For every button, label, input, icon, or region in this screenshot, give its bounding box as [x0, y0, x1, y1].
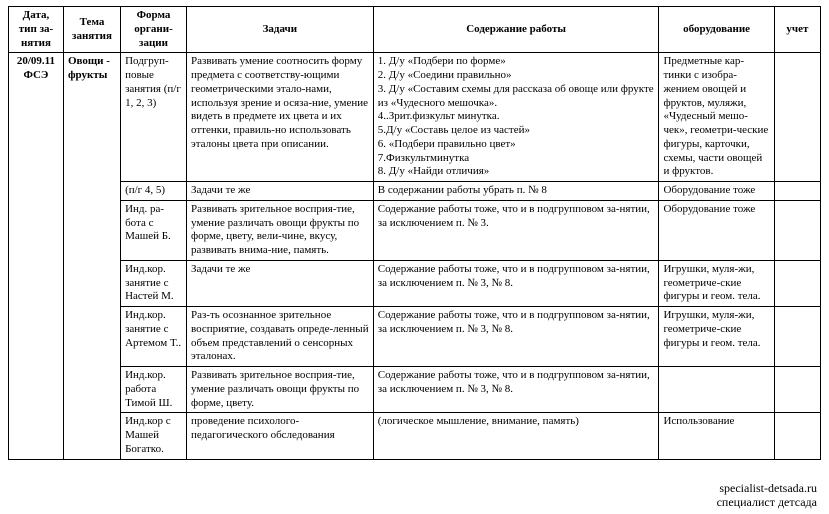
col-content: Содержание работы: [373, 7, 659, 53]
cell-content: Содержание работы тоже, что и в подгрупп…: [373, 200, 659, 260]
cell-tasks: Задачи те же: [186, 182, 373, 201]
watermark-line1: specialist-detsada.ru: [717, 482, 817, 496]
cell-content: Содержание работы тоже, что и в подгрупп…: [373, 260, 659, 306]
watermark-line2: специалист детсада: [717, 496, 817, 510]
cell-tasks: Развивать зрительное восприя-тие, умение…: [186, 200, 373, 260]
cell-equipment: Предметные кар-тинки с изобра-жением ово…: [659, 53, 774, 182]
cell-equipment: Игрушки, муля-жи, геометриче-ские фигуры…: [659, 307, 774, 367]
table-row: Инд.кор. занятие с Артемом Т.. Раз-ть ос…: [9, 307, 821, 367]
col-date: Дата, тип за-нятия: [9, 7, 64, 53]
table-row: Инд. ра-бота с Машей Б. Развивать зрител…: [9, 200, 821, 260]
table-row: 20/09.11 ФСЭ Овощи - фрукты Подгруп-повы…: [9, 53, 821, 182]
col-topic: Тема занятия: [63, 7, 120, 53]
table-row: Инд.кор. занятие с Настей М. Задачи те ж…: [9, 260, 821, 306]
lesson-plan-table: Дата, тип за-нятия Тема занятия Форма ор…: [8, 6, 821, 460]
cell-content: Содержание работы тоже, что и в подгрупп…: [373, 307, 659, 367]
cell-record: [774, 260, 820, 306]
cell-record: [774, 182, 820, 201]
cell-record: [774, 367, 820, 413]
cell-form: Инд. ра-бота с Машей Б.: [121, 200, 187, 260]
col-tasks: Задачи: [186, 7, 373, 53]
cell-form: Инд.кор. работа Тимой Ш.: [121, 367, 187, 413]
cell-form: Инд.кор с Машей Богатко.: [121, 413, 187, 459]
table-header-row: Дата, тип за-нятия Тема занятия Форма ор…: [9, 7, 821, 53]
cell-form: Подгруп-повые занятия (п/г 1, 2, 3): [121, 53, 187, 182]
col-form: Форма органи-зации: [121, 7, 187, 53]
cell-equipment: Оборудование тоже: [659, 200, 774, 260]
cell-record: [774, 307, 820, 367]
cell-equipment: Оборудование тоже: [659, 182, 774, 201]
cell-tasks: Развивать умение соотносить форму предме…: [186, 53, 373, 182]
cell-tasks: Развивать зрительное восприя-тие, умение…: [186, 367, 373, 413]
cell-form: (п/г 4, 5): [121, 182, 187, 201]
cell-record: [774, 413, 820, 459]
watermark: specialist-detsada.ru специалист детсада: [715, 482, 819, 510]
cell-content: 1. Д/у «Подбери по форме»2. Д/у «Соедини…: [373, 53, 659, 182]
cell-equipment: Использование: [659, 413, 774, 459]
cell-equipment: Игрушки, муля-жи, геометриче-ские фигуры…: [659, 260, 774, 306]
cell-tasks: Раз-ть осознанное зрительное восприятие,…: [186, 307, 373, 367]
cell-equipment: [659, 367, 774, 413]
col-equipment: оборудование: [659, 7, 774, 53]
table-row: Инд.кор с Машей Богатко. проведение псих…: [9, 413, 821, 459]
cell-form: Инд.кор. занятие с Артемом Т..: [121, 307, 187, 367]
cell-form: Инд.кор. занятие с Настей М.: [121, 260, 187, 306]
table-row: Инд.кор. работа Тимой Ш. Развивать зрите…: [9, 367, 821, 413]
cell-content: (логическое мышление, внимание, память): [373, 413, 659, 459]
cell-tasks: Задачи те же: [186, 260, 373, 306]
cell-tasks: проведение психолого-педагогического обс…: [186, 413, 373, 459]
table-row: (п/г 4, 5) Задачи те же В содержании раб…: [9, 182, 821, 201]
cell-content: Содержание работы тоже, что и в подгрупп…: [373, 367, 659, 413]
cell-topic: Овощи - фрукты: [63, 53, 120, 459]
cell-date: 20/09.11 ФСЭ: [9, 53, 64, 459]
col-record: учет: [774, 7, 820, 53]
cell-record: [774, 200, 820, 260]
cell-record: [774, 53, 820, 182]
cell-content: В содержании работы убрать п. № 8: [373, 182, 659, 201]
